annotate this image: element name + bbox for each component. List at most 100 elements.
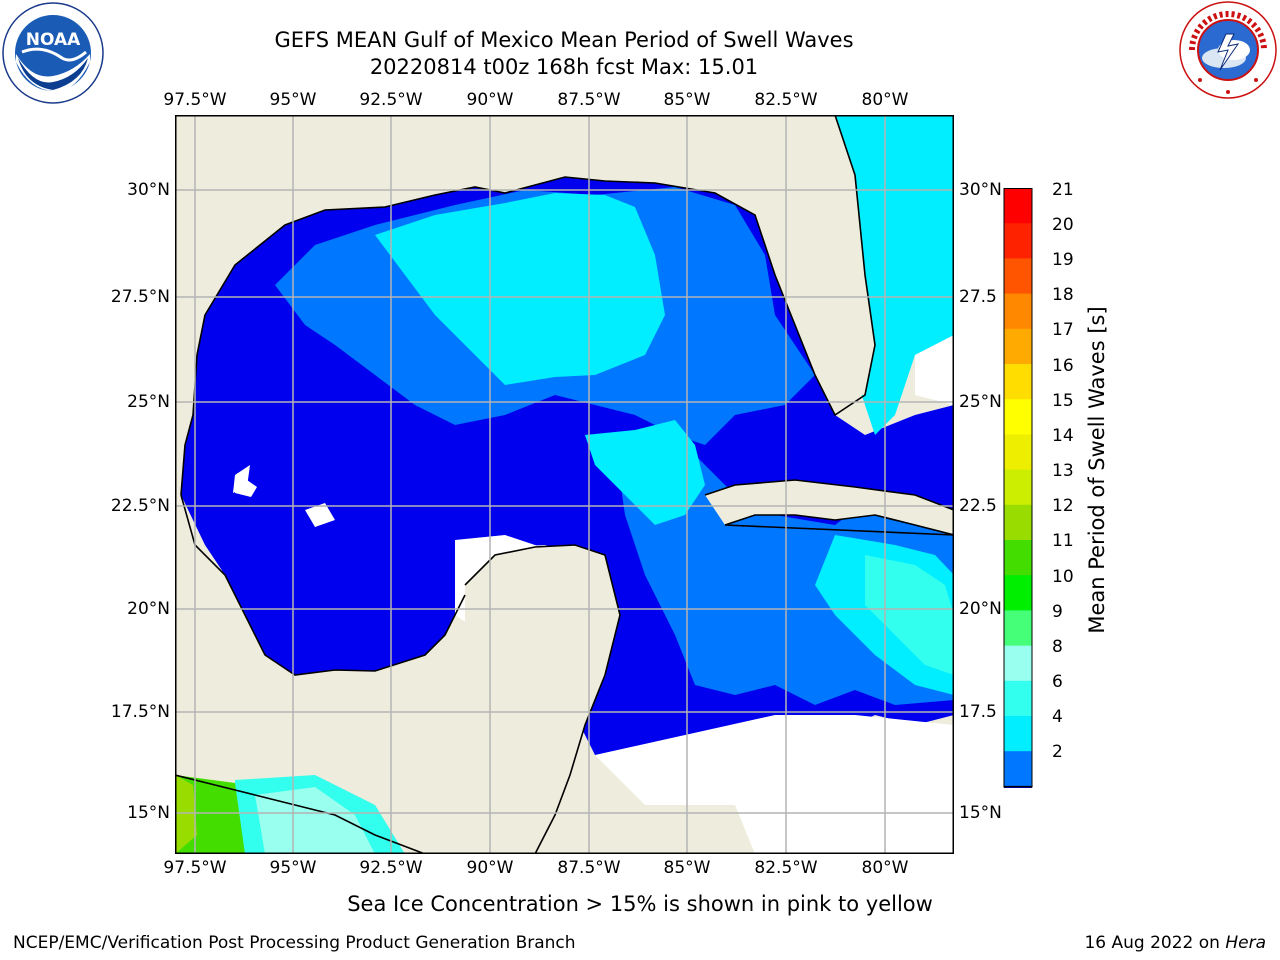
colorbar-swatch [1004,258,1032,295]
lat-tick-left: 30°N [127,180,170,200]
colorbar-swatch [1004,645,1032,682]
coastline-yucatan [464,544,621,854]
noaa-logo-icon: NOAA [2,2,104,104]
coastline-cuba [704,479,954,536]
chart-subtitle: 20220814 t00z 168h fcst Max: 15.01 [369,55,759,79]
no-data-patch-3 [305,503,335,527]
colorbar-swatch [1004,575,1032,611]
lon-tick-top: 90°W [466,90,514,110]
coastline-west [180,494,466,676]
lon-tick-bottom: 92.5°W [359,858,423,878]
sea-ice-footnote-text: Sea Ice Concentration > 15% is shown in … [347,892,933,916]
colorbar-swatch [1004,540,1032,576]
credit-right: 16 Aug 2022 on Hera [1084,933,1266,953]
land-mexico-east [175,115,215,495]
lat-tick-left: 15°N [127,803,170,823]
lat-tick-right: 20°N [959,599,1002,619]
colorbar-swatch [1004,364,1032,400]
nws-logo-icon [1178,0,1278,100]
lon-tick-bottom: 95°W [269,858,317,878]
colorbar-swatch [1004,716,1032,752]
lat-tick-right: 30°N [959,180,1002,200]
lat-tick-right: 15°N [959,803,1002,823]
credit-host: Hera [1225,933,1266,953]
colorbar-tick: 6 [1052,672,1063,692]
colorbar-swatch [1004,504,1032,541]
colorbar-tick: 15 [1052,391,1074,411]
coastline-central-america [175,774,426,854]
no-data-carib [595,715,954,854]
credit-left: NCEP/EMC/Verification Post Processing Pr… [13,933,576,953]
lon-tick-bottom: 82.5°W [754,858,818,878]
lat-tick-right: 25°N [959,392,1002,412]
colorbar-frame [1003,188,1033,788]
land-florida [735,115,875,395]
lon-tick-top: 87.5°W [557,90,621,110]
colorbar-swatch [1004,469,1032,506]
lon-tick-top: 82.5°W [754,90,818,110]
colorbar-tick: 18 [1052,285,1074,305]
credit-date: 16 Aug 2022 on [1084,933,1226,953]
lon-tick-bottom: 80°W [861,858,909,878]
colorbar-swatch [1004,751,1032,787]
colorbar-tick: 8 [1052,637,1063,657]
lat-tick-right: 17.5 [959,702,997,722]
lat-tick-right: 27.5 [959,287,997,307]
colorbar-title: Mean Period of Swell Waves [s] [1085,306,1109,634]
lat-tick-left: 25°N [127,392,170,412]
lon-tick-top: 95°W [269,90,317,110]
colorbar-swatch [1004,188,1032,224]
colorbar-tick: 20 [1052,215,1074,235]
colorbar-swatches [1003,188,1033,788]
colorbar-tick: 9 [1052,602,1063,622]
lon-tick-bottom: 85°W [663,858,711,878]
lat-tick-right: 22.5 [959,496,997,516]
sea-ice-footnote: Sea Ice Concentration > 15% is shown in … [0,892,1280,916]
land-cuba [705,480,954,535]
lon-tick-top: 97.5°W [163,90,227,110]
graticule [175,115,954,854]
ocean-period-4-6 [375,193,665,385]
colorbar-swatch [1004,680,1032,717]
chart-title: GEFS MEAN Gulf of Mexico Mean Period of … [274,28,854,52]
lon-tick-bottom: 97.5°W [163,858,227,878]
pacific-swell-lightcyan [255,787,375,854]
lon-tick-bottom: 90°W [466,858,514,878]
lon-tick-top: 92.5°W [359,90,423,110]
colorbar-tick: 13 [1052,461,1074,481]
colorbar-swatch [1004,610,1032,647]
pacific-swell-yellowgreen [175,775,197,854]
lat-tick-left: 17.5°N [110,702,170,722]
gulf-map [175,115,954,854]
ocean-period-6-8 [865,555,954,675]
svg-text:NOAA: NOAA [26,30,81,50]
land-yucatan [380,545,620,854]
map-frame [175,115,954,854]
lon-tick-top: 80°W [861,90,909,110]
colorbar-swatch [1004,399,1032,435]
colorbar-tick: 2 [1052,742,1063,762]
colorbar-tick: 10 [1052,567,1074,587]
colorbar-tick: 14 [1052,426,1074,446]
colorbar-swatch [1004,328,1032,365]
colorbar-tick: 17 [1052,320,1074,340]
lat-tick-left: 22.5°N [110,496,170,516]
colorbar-tick: 4 [1052,707,1063,727]
colorbar [1000,188,1036,788]
colorbar-tick: 19 [1052,250,1074,270]
no-data-east [915,335,954,405]
lon-tick-top: 85°W [663,90,711,110]
lat-tick-left: 27.5°N [110,287,170,307]
colorbar-tick: 11 [1052,531,1074,551]
colorbar-tick: 21 [1052,180,1074,200]
no-data-patch-2 [235,473,257,497]
lon-tick-bottom: 87.5°W [557,858,621,878]
ocean-period-4-6-strait [585,420,705,525]
colorbar-tick: 12 [1052,496,1074,516]
lat-tick-left: 20°N [127,599,170,619]
colorbar-swatch [1004,223,1032,259]
colorbar-swatch [1004,434,1032,471]
map-panel [175,115,954,854]
colorbar-swatch [1004,293,1032,330]
colorbar-tick: 16 [1052,356,1074,376]
